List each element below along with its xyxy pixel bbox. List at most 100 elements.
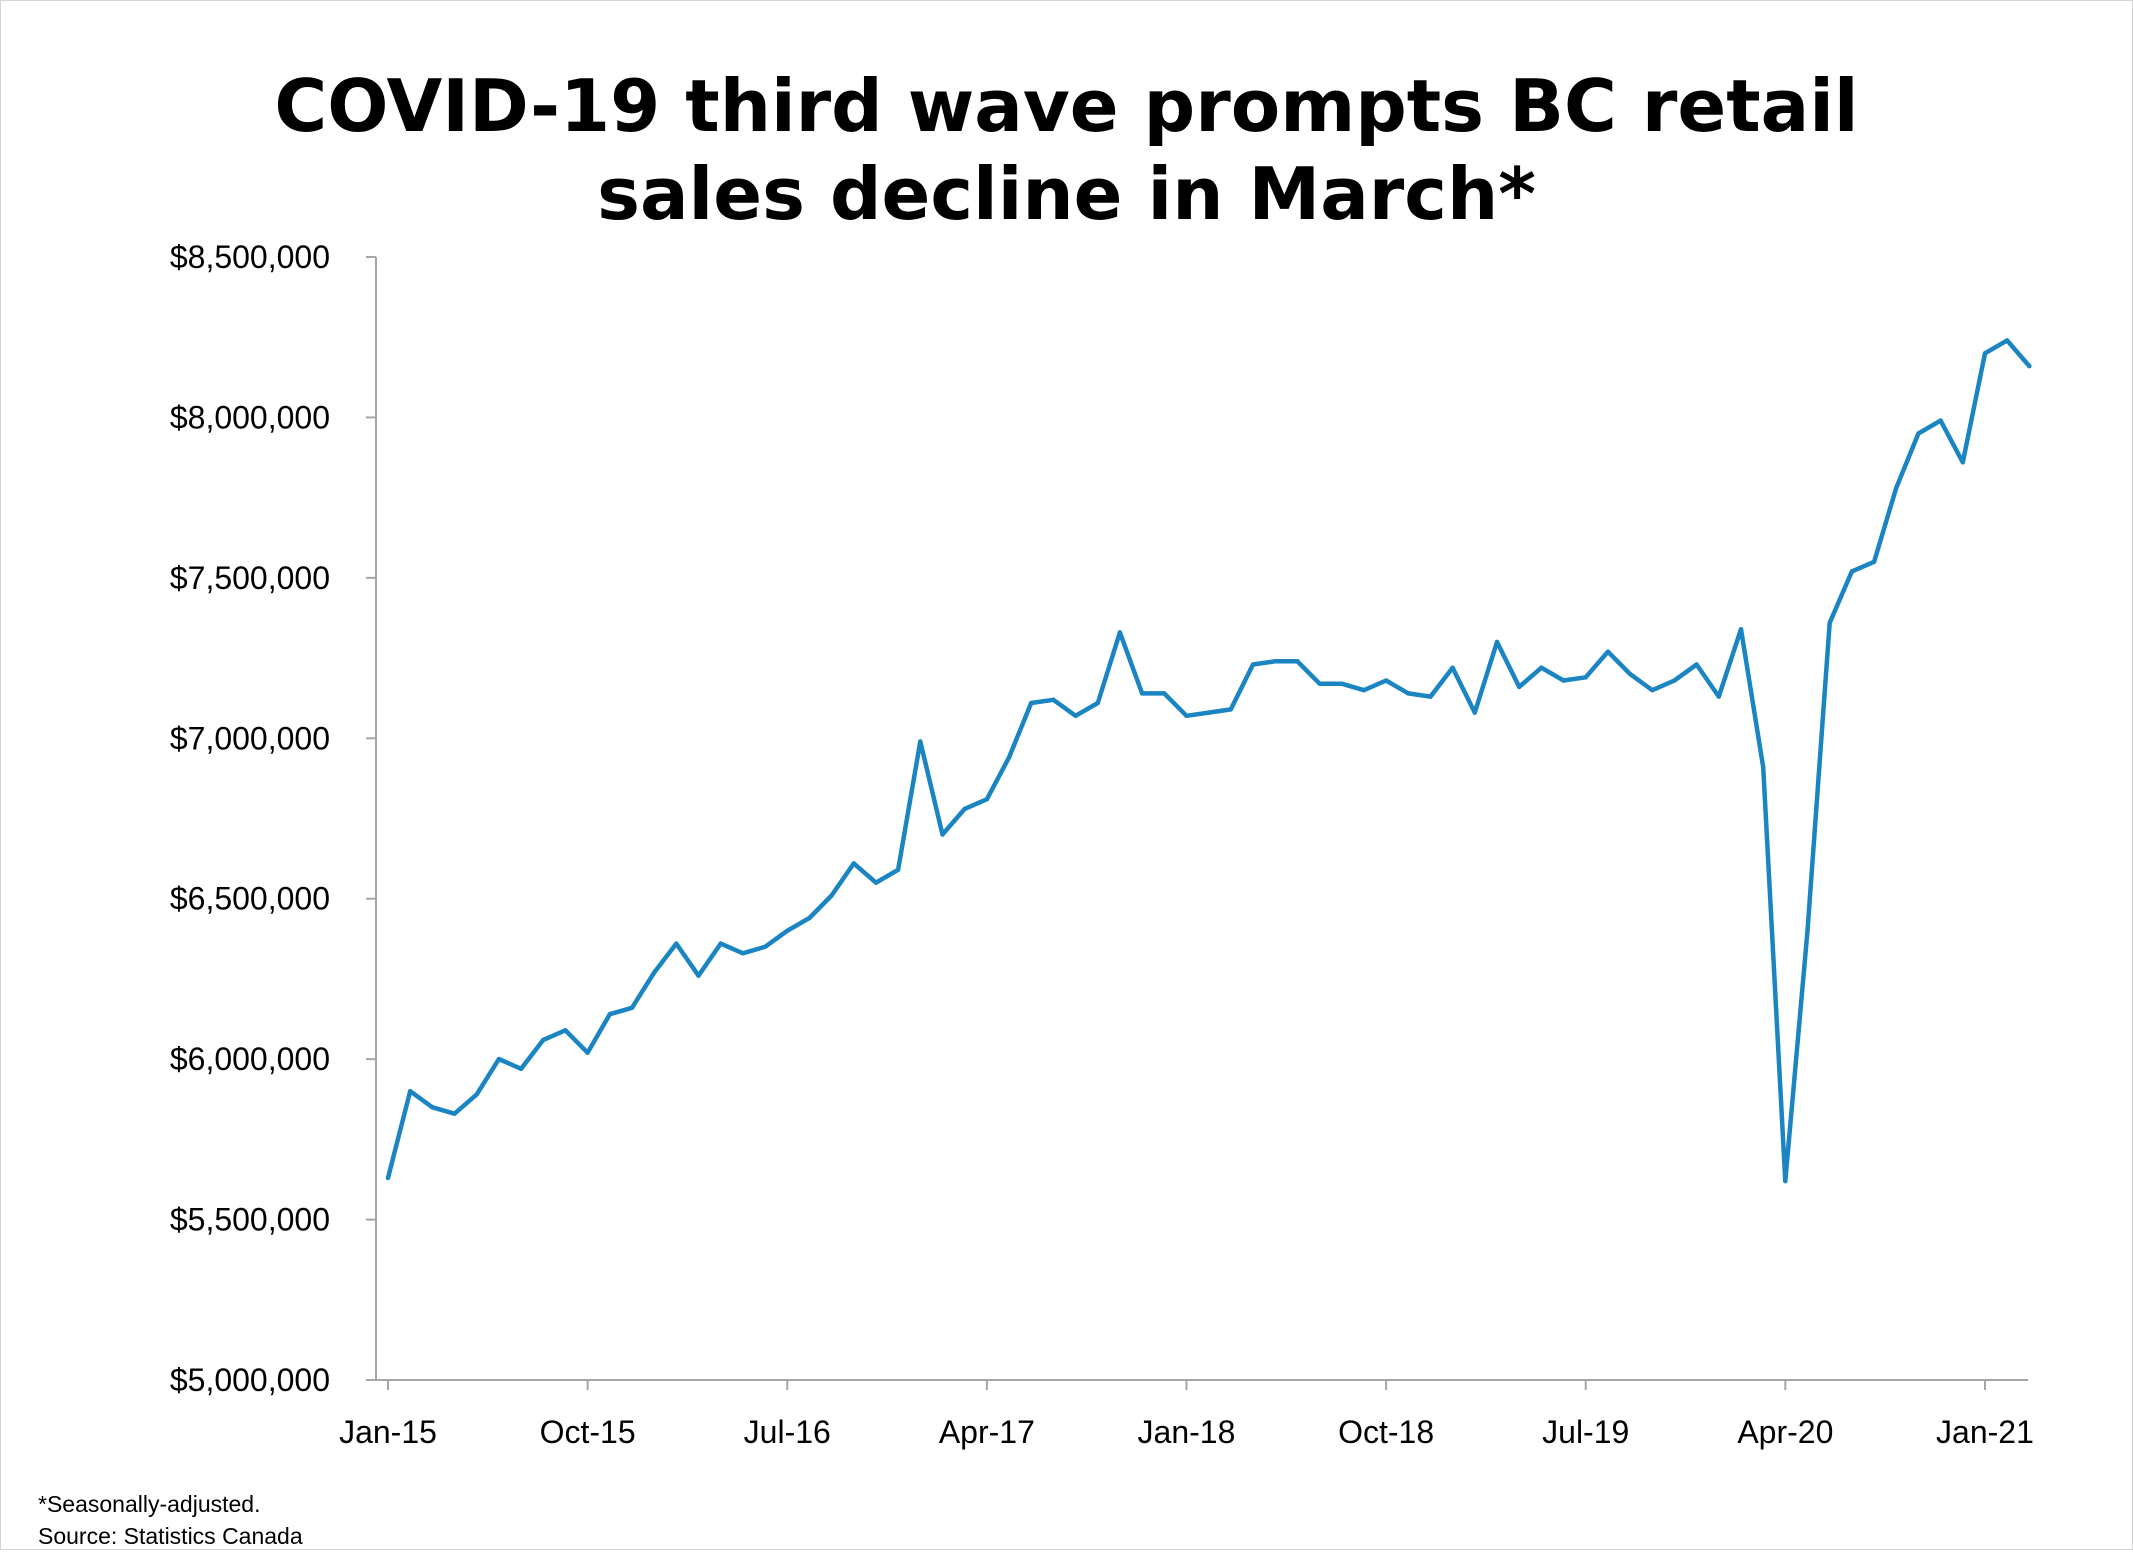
data-point	[1095, 700, 1101, 706]
data-point	[1428, 694, 1433, 699]
data-point	[1672, 678, 1677, 683]
data-point	[1406, 691, 1411, 696]
data-point	[1694, 662, 1699, 667]
data-point	[1627, 671, 1633, 677]
chart-title-line-1: COVID-19 third wave prompts BC retail	[274, 64, 1859, 148]
y-tick-label: $8,000,000	[170, 399, 330, 435]
data-point	[1894, 485, 1899, 491]
data-point	[1184, 713, 1189, 718]
data-point	[829, 893, 834, 898]
chart-title: COVID-19 third wave prompts BC retail sa…	[0, 62, 2133, 238]
data-point	[1494, 639, 1500, 645]
data-point	[1738, 627, 1744, 632]
y-tick-label: $6,500,000	[170, 881, 330, 917]
data-point	[1539, 665, 1544, 670]
data-point	[1117, 630, 1123, 635]
data-point	[652, 970, 657, 975]
y-tick-label: $6,000,000	[170, 1041, 330, 1077]
data-point	[1339, 681, 1344, 686]
data-point	[984, 797, 990, 802]
data-point	[1827, 620, 1832, 625]
data-point	[452, 1111, 457, 1116]
data-point	[1250, 662, 1256, 667]
x-tick-label: Apr-20	[1737, 1414, 1833, 1450]
data-point	[518, 1066, 524, 1072]
series-layer	[385, 338, 2032, 1184]
data-point	[940, 832, 945, 837]
data-point	[962, 806, 967, 812]
data-point	[2004, 338, 2010, 343]
data-point	[2027, 363, 2032, 369]
data-point	[1650, 688, 1655, 693]
data-point	[1938, 418, 1943, 423]
data-point	[895, 867, 901, 872]
y-tick-label: $7,500,000	[170, 560, 330, 596]
data-point	[1361, 688, 1367, 693]
data-point	[1073, 713, 1078, 718]
data-point	[807, 915, 812, 921]
data-point	[1450, 665, 1455, 670]
data-point	[718, 941, 723, 946]
x-tick-label: Jul-16	[744, 1414, 831, 1450]
data-point	[541, 1037, 546, 1043]
data-point	[408, 1089, 413, 1094]
data-point	[1162, 691, 1167, 696]
data-point	[474, 1092, 479, 1097]
data-point	[1960, 460, 1966, 465]
data-point	[1006, 755, 1012, 760]
data-point	[1051, 697, 1056, 702]
x-tick-label: Jul-19	[1542, 1414, 1629, 1450]
chart-axes	[375, 257, 2028, 1381]
data-point	[1383, 678, 1389, 683]
data-point	[1783, 1178, 1788, 1184]
y-tick-label: $5,000,000	[170, 1362, 330, 1398]
data-point	[1982, 351, 1988, 356]
chart-title-line-2: sales decline in March*	[597, 152, 1536, 236]
y-axis-ticks: $5,000,000 $5,500,000 $6,000,000 $6,500,000…	[170, 239, 376, 1398]
data-point	[1716, 694, 1722, 699]
y-tick-label: $5,500,000	[170, 1202, 330, 1238]
seasonal-adjustment-note: *Seasonally-adjusted.	[38, 1491, 261, 1517]
x-axis-ticks: Jan-15 Oct-15 Jul-16 Apr-17 Jan-18 Oct-18 Jul-…	[339, 1380, 2034, 1450]
x-tick-label: Oct-15	[540, 1414, 636, 1450]
data-point	[762, 944, 768, 949]
data-point	[607, 1012, 612, 1017]
y-tick-label: $8,500,000	[170, 239, 330, 275]
data-point	[851, 861, 856, 866]
data-point	[740, 951, 746, 956]
x-tick-label: Jan-21	[1936, 1414, 2034, 1450]
data-point	[1517, 684, 1522, 690]
source-note: Source: Statistics Canada	[38, 1523, 303, 1549]
data-point	[1583, 675, 1588, 680]
data-point	[1849, 569, 1855, 574]
data-point	[563, 1028, 568, 1033]
series-line-0	[385, 338, 2032, 1184]
y-tick-label: $7,000,000	[170, 720, 330, 756]
data-point	[918, 739, 923, 744]
data-point	[1561, 678, 1566, 683]
data-point	[1472, 710, 1478, 715]
data-point	[585, 1050, 590, 1055]
data-point	[1871, 559, 1877, 564]
data-point	[1916, 431, 1921, 436]
data-point	[1805, 928, 1810, 933]
data-point	[873, 880, 879, 885]
data-point	[1295, 659, 1300, 664]
data-point	[696, 973, 701, 978]
x-tick-label: Apr-17	[939, 1414, 1035, 1450]
data-point	[385, 1175, 391, 1181]
data-point	[674, 941, 679, 946]
data-point	[629, 1005, 635, 1010]
data-point	[1139, 691, 1145, 696]
data-point	[1273, 659, 1278, 664]
data-point	[1605, 649, 1611, 654]
footnotes: *Seasonally-adjusted. Source: Statistics…	[38, 1488, 303, 1552]
data-point	[1206, 710, 1211, 715]
data-point	[785, 928, 790, 933]
x-tick-label: Jan-15	[339, 1414, 437, 1450]
data-point	[1029, 700, 1034, 706]
x-tick-label: Oct-18	[1338, 1414, 1434, 1450]
data-point	[496, 1056, 502, 1062]
data-point	[1228, 707, 1234, 712]
